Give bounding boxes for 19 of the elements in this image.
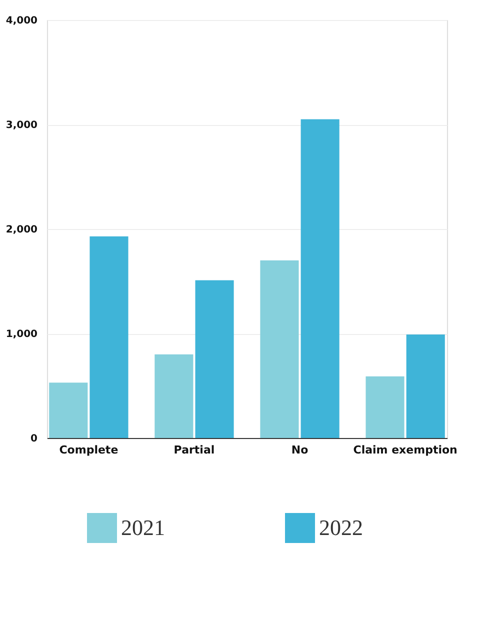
bar — [154, 354, 194, 438]
bar — [366, 376, 404, 438]
y-tick-label: 3,000 — [6, 120, 38, 131]
bar — [195, 280, 234, 438]
y-tick-label: 2,000 — [6, 224, 38, 236]
legend-label: 2021 — [121, 515, 165, 540]
bar — [260, 260, 299, 438]
y-tick-label: 0 — [30, 434, 38, 444]
x-tick-label: Partial — [174, 444, 215, 456]
x-tick-label: Claim exemption — [353, 444, 458, 456]
bar — [49, 382, 88, 438]
y-tick-label: 1,000 — [6, 329, 38, 340]
legend-label: 2022 — [319, 515, 363, 540]
x-tick-label: Complete — [59, 444, 118, 456]
bar — [300, 119, 340, 438]
bar — [90, 236, 128, 438]
x-tick-label: No — [291, 444, 309, 456]
y-tick-label: 4,000 — [6, 16, 38, 26]
bar — [406, 334, 445, 438]
